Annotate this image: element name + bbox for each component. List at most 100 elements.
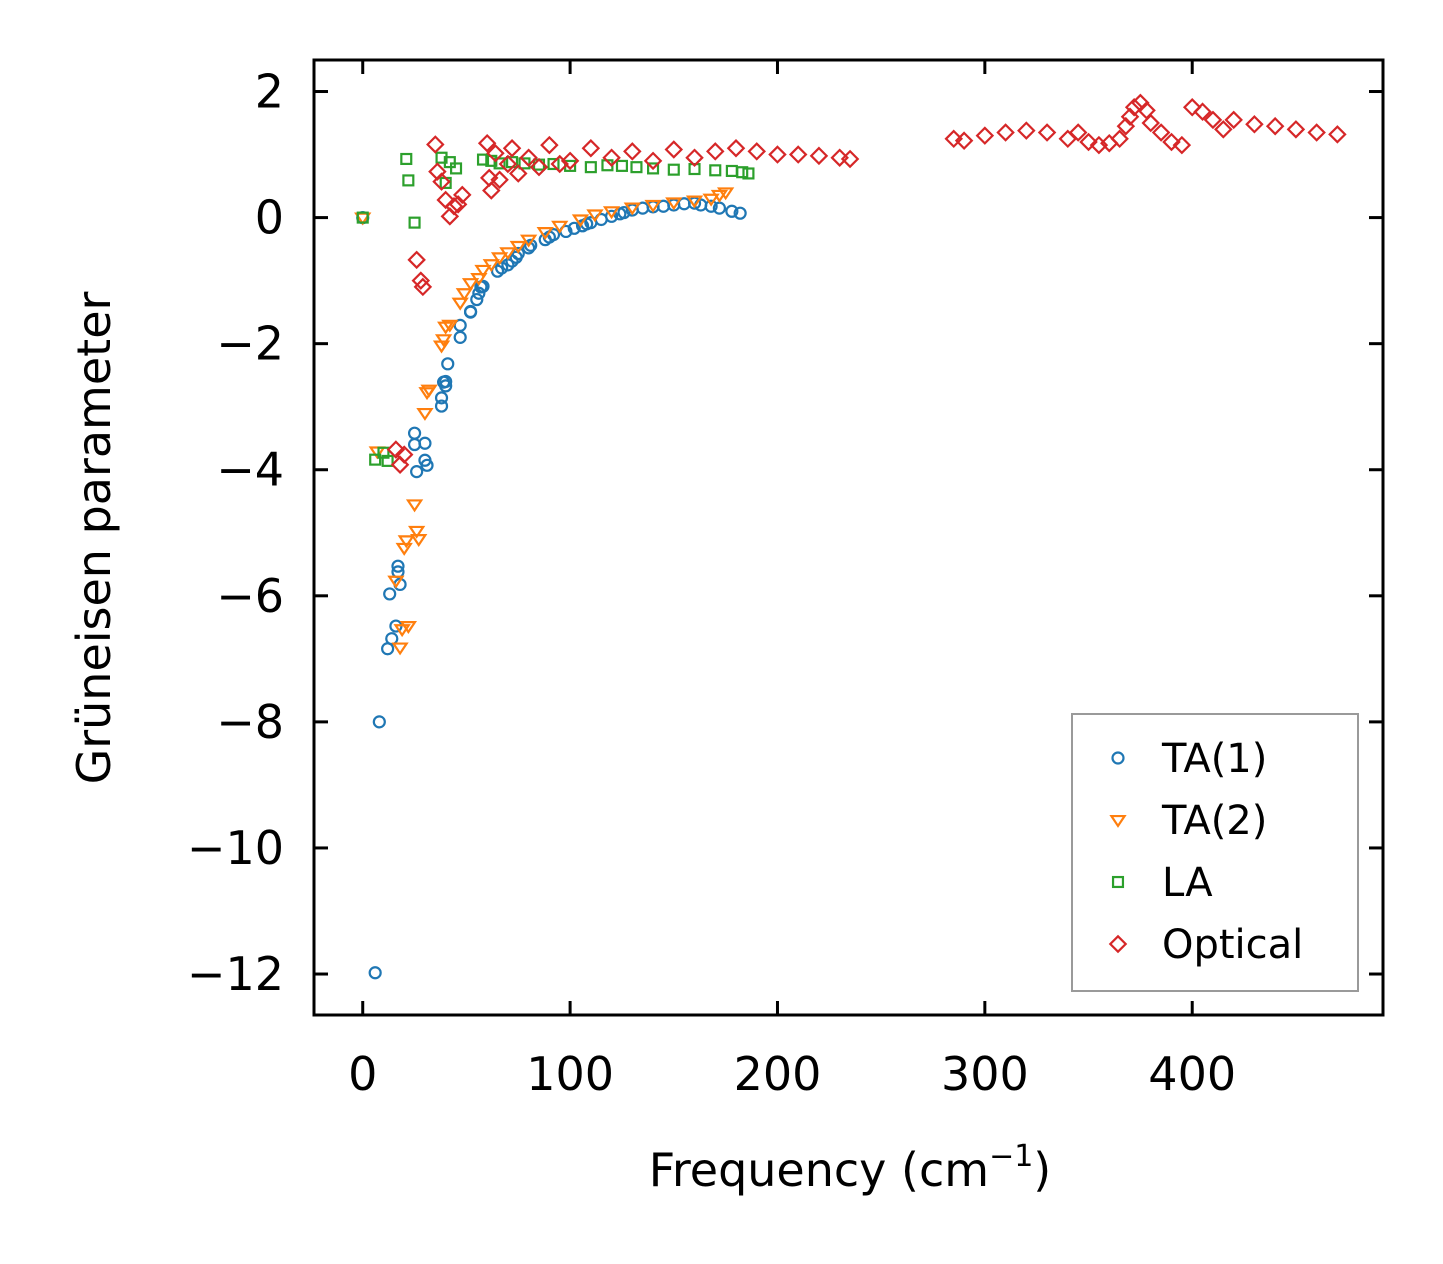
y-tick-label: 2: [255, 65, 284, 119]
legend-label-ta2: TA(2): [1161, 798, 1267, 844]
data-point: [1124, 98, 1144, 117]
y-tick-label: −2: [216, 317, 284, 371]
x-tick-label: 300: [941, 1047, 1029, 1101]
data-point: [413, 277, 433, 297]
data-point: [1110, 129, 1129, 149]
data-point: [408, 216, 421, 229]
legend-frame: [1071, 713, 1359, 992]
data-point: [381, 454, 394, 467]
data-point: [1203, 110, 1223, 130]
data-point: [1193, 102, 1212, 121]
legend: TA(1) TA(2) LA Optical: [1071, 713, 1359, 992]
data-point: [368, 446, 386, 460]
legend-marker: [1109, 814, 1127, 828]
data-point: [509, 240, 527, 254]
data-point: [747, 142, 766, 161]
data-point: [451, 297, 469, 311]
data-point: [434, 399, 449, 413]
data-point: [1224, 110, 1243, 130]
data-point: [540, 135, 559, 155]
legend-marker: [1111, 875, 1125, 889]
data-point: [706, 142, 725, 161]
data-point: [502, 138, 522, 158]
data-point: [944, 129, 963, 149]
data-point: [385, 632, 399, 646]
series-ta1: [356, 196, 747, 980]
x-tick-label: 200: [734, 1047, 822, 1101]
data-point: [420, 458, 434, 472]
data-point: [463, 304, 478, 319]
data-point: [482, 181, 501, 200]
data-point: [809, 146, 829, 166]
data-point: [768, 145, 787, 164]
legend-marker: [1108, 934, 1128, 954]
data-point: [476, 279, 490, 293]
data-point: [1214, 120, 1233, 139]
data-point: [1172, 135, 1192, 155]
data-point: [441, 357, 455, 371]
data-point: [524, 238, 538, 252]
legend-label-la: LA: [1162, 860, 1213, 906]
data-point: [470, 292, 484, 307]
data-point: [477, 133, 497, 153]
data-point: [643, 151, 663, 171]
data-point: [474, 264, 492, 278]
data-point: [644, 199, 662, 213]
data-point: [486, 144, 505, 163]
data-point: [386, 440, 406, 459]
legend-marker: [1111, 751, 1125, 765]
data-point: [369, 453, 382, 466]
data-point: [604, 209, 619, 223]
data-point: [434, 334, 453, 348]
data-point: [470, 273, 488, 287]
data-point: [665, 197, 683, 211]
data-point: [529, 157, 549, 177]
data-point: [647, 162, 660, 175]
data-point: [509, 164, 528, 183]
data-point: [410, 465, 424, 479]
data-point: [407, 525, 426, 539]
data-point: [736, 166, 749, 179]
data-point: [1245, 115, 1264, 134]
data-point: [407, 250, 426, 270]
data-point: [1162, 132, 1181, 152]
y-axis-label: Grüneisen parameter: [67, 291, 121, 784]
data-point: [476, 153, 490, 166]
data-point: [602, 206, 621, 220]
x-tick-label: 0: [348, 1047, 377, 1101]
data-point: [453, 318, 467, 332]
data-point: [840, 149, 860, 169]
data-point: [441, 319, 459, 333]
data-point: [547, 157, 560, 171]
series-optical: [386, 93, 1347, 474]
data-point: [996, 123, 1015, 142]
data-point: [490, 252, 509, 266]
y-tick-label: −4: [216, 443, 284, 497]
data-point: [411, 271, 431, 290]
y-tick-label: −8: [216, 695, 284, 749]
data-point: [581, 138, 601, 158]
data-point: [702, 193, 720, 207]
legend-label-ta1: TA(1): [1161, 736, 1267, 782]
data-point: [405, 499, 424, 513]
data-point: [453, 185, 472, 205]
data-point: [511, 246, 525, 261]
x-axis-label: Frequency (cm−1): [649, 1139, 1052, 1197]
data-point: [402, 174, 415, 187]
data-point: [664, 140, 684, 159]
data-point: [436, 190, 455, 210]
data-point: [519, 148, 538, 167]
data-point: [399, 621, 418, 634]
data-point: [550, 154, 569, 174]
data-point: [472, 286, 486, 300]
data-point: [617, 205, 631, 220]
data-point: [356, 211, 369, 224]
data-point: [461, 278, 480, 292]
data-point: [383, 587, 397, 601]
data-point: [630, 161, 643, 174]
data-point: [685, 148, 704, 167]
data-point: [975, 126, 995, 145]
data-point: [519, 234, 538, 248]
data-point: [1328, 125, 1347, 144]
data-point: [602, 148, 621, 167]
